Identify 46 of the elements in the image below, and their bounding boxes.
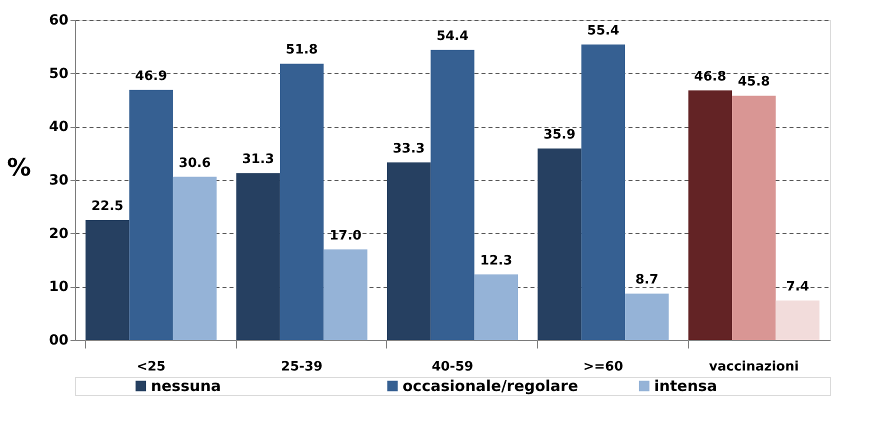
bar: [430, 50, 474, 340]
x-tick-label: vaccinazioni: [708, 360, 799, 374]
bar: [236, 173, 280, 340]
text: 46.8: [694, 69, 726, 84]
y-tick-label: 60: [49, 12, 69, 28]
y-tick-label: 20: [49, 226, 69, 242]
text: 33.3: [392, 141, 425, 156]
text: 30.6: [178, 156, 211, 171]
bar: [324, 249, 368, 340]
bar: [474, 274, 518, 340]
bar: [386, 162, 431, 340]
bar: [581, 44, 626, 340]
y-tick-label: 50: [49, 66, 69, 82]
legend-label: intensa: [654, 377, 718, 395]
text: 55.4: [587, 24, 620, 39]
text: 22.5: [91, 199, 124, 214]
text: 7.4: [786, 280, 810, 295]
legend-label: nessuna: [150, 377, 222, 395]
text: 31.3: [242, 152, 274, 168]
y-tick-label: 40: [49, 119, 69, 136]
text: 51.8: [286, 42, 318, 58]
y-tick-label: 30: [49, 172, 69, 188]
x-tick-label: <25: [136, 360, 166, 374]
x-tick-label: 25-39: [281, 360, 323, 374]
legend-label: occasionale/regolare: [402, 377, 578, 395]
bar: [688, 90, 732, 340]
bar: [776, 300, 820, 340]
text: 17.0: [329, 228, 362, 244]
y-tick-label: 10: [49, 279, 69, 296]
x-tick-label: >=60: [583, 360, 624, 374]
text: 54.4: [436, 28, 469, 44]
bar: [280, 64, 324, 340]
bar: [538, 148, 582, 340]
text: 45.8: [738, 74, 770, 90]
y-tick-label: 00: [49, 332, 69, 348]
x-tick-label: 40-59: [432, 360, 474, 374]
text: 8.7: [635, 272, 658, 288]
bar: [129, 90, 173, 340]
bar: [625, 294, 669, 340]
bar: [172, 176, 217, 340]
text: 46.9: [135, 68, 168, 84]
text: 12.3: [480, 253, 512, 268]
text: 35.9: [543, 128, 576, 143]
bar: [86, 220, 130, 340]
bar: [732, 96, 776, 340]
y-axis-title: %: [6, 154, 32, 182]
